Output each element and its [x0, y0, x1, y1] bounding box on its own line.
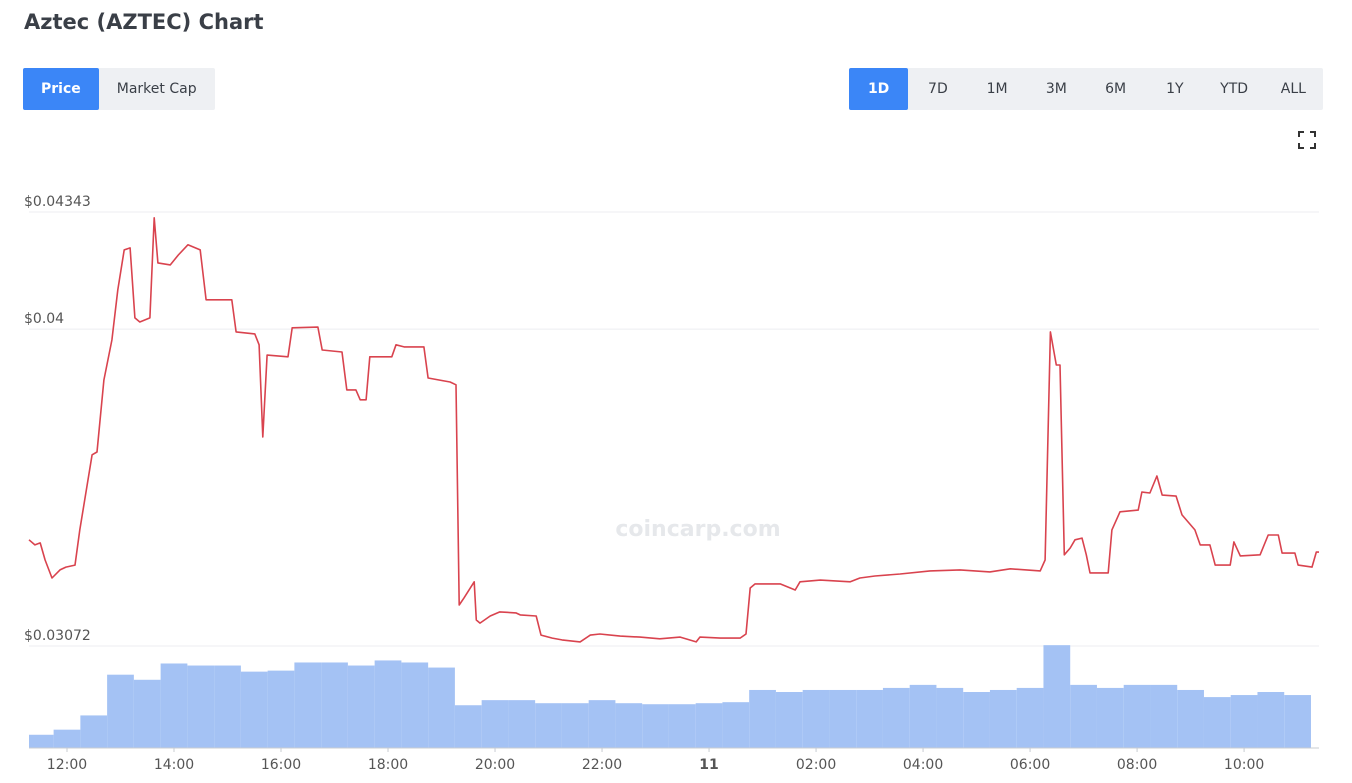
x-tick-label: 06:00 [1010, 757, 1050, 773]
x-tick-label: 12:00 [47, 757, 87, 773]
volume-bar [561, 703, 589, 748]
x-tick-label: 16:00 [261, 757, 301, 773]
volume-bar [267, 670, 295, 748]
volume-bar [1230, 695, 1258, 748]
range-tab[interactable]: YTD [1220, 81, 1249, 97]
volume-bar [107, 674, 134, 748]
watermark: coincarp.com [615, 517, 780, 542]
volume-bar [1123, 684, 1151, 748]
range-tab[interactable]: 1Y [1166, 81, 1184, 97]
volume-bar [722, 702, 750, 748]
volume-bar [909, 684, 937, 748]
volume-bar [481, 700, 509, 748]
volume-bar [454, 705, 482, 748]
x-tick-label: 20:00 [475, 757, 515, 773]
price-line [28, 217, 1319, 643]
volume-bar [347, 665, 375, 748]
range-tab[interactable]: 6M [1105, 81, 1127, 97]
volume-bar [749, 689, 776, 748]
metric-tab[interactable]: Market Cap [116, 81, 197, 97]
x-tick-label: 08:00 [1117, 757, 1157, 773]
range-tabs: 1D 7D 1M 3M 6M 1Y YTD ALL [849, 68, 1323, 110]
range-tab[interactable]: ALL [1280, 81, 1306, 97]
volume-bar [80, 715, 108, 748]
x-tick-label: 10:00 [1224, 757, 1264, 773]
volume-bar [775, 692, 803, 748]
volume-bar [1096, 687, 1124, 748]
volume-bar [374, 660, 402, 748]
volume-bar [1257, 692, 1285, 748]
range-tab[interactable]: 1M [986, 81, 1008, 97]
volume-bar [294, 662, 322, 748]
volume-bar [508, 700, 536, 748]
x-tick-label: 02:00 [796, 757, 836, 773]
volume-bar [989, 689, 1017, 748]
x-tick-label: 22:00 [582, 757, 622, 773]
volume-bar [936, 687, 964, 748]
metric-tabs: Price Market Cap [23, 68, 215, 110]
volume-bar [829, 689, 857, 748]
volume-bar [615, 703, 643, 748]
page-title: Aztec (AZTEC) Chart [24, 10, 264, 34]
volume-bar [401, 662, 429, 748]
y-tick-label: $0.03072 [24, 628, 91, 644]
volume-bar [1177, 689, 1204, 748]
x-tick-label: 04:00 [903, 757, 943, 773]
volume-bar [668, 704, 696, 748]
volume-bar [240, 671, 268, 748]
volume-bar [588, 700, 616, 748]
volume-bar [1284, 695, 1311, 748]
x-tick-label: 14:00 [154, 757, 194, 773]
volume-bar [133, 679, 161, 748]
volume-bar [695, 703, 723, 748]
volume-bar [53, 729, 81, 748]
volume-bar [428, 667, 455, 748]
volume-bar [963, 692, 990, 748]
volume-bar [802, 689, 830, 748]
volume-bar [535, 703, 562, 748]
metric-tab[interactable]: Price [23, 68, 99, 110]
volume-bar [882, 687, 910, 748]
volume-bar [214, 665, 241, 748]
volume-bar [1016, 687, 1044, 748]
volume-bar [29, 734, 54, 748]
fullscreen-button[interactable] [1297, 130, 1317, 150]
x-tick-label: 11 [699, 757, 718, 773]
volume-bar [321, 662, 348, 748]
x-tick-label: 18:00 [368, 757, 408, 773]
volume-bar [1203, 697, 1231, 748]
volume-bar [642, 704, 669, 748]
range-tab[interactable]: 1D [849, 68, 909, 110]
volume-bar [160, 663, 188, 748]
range-tab[interactable]: 7D [928, 81, 948, 97]
volume-bar [187, 665, 215, 748]
range-tab[interactable]: 3M [1045, 81, 1067, 97]
volume-bar [1150, 684, 1178, 748]
volume-bar [1070, 684, 1097, 748]
volume-bar [856, 689, 883, 748]
y-tick-label: $0.04343 [24, 194, 91, 210]
y-tick-label: $0.04 [24, 311, 64, 327]
volume-bar [1043, 645, 1071, 748]
